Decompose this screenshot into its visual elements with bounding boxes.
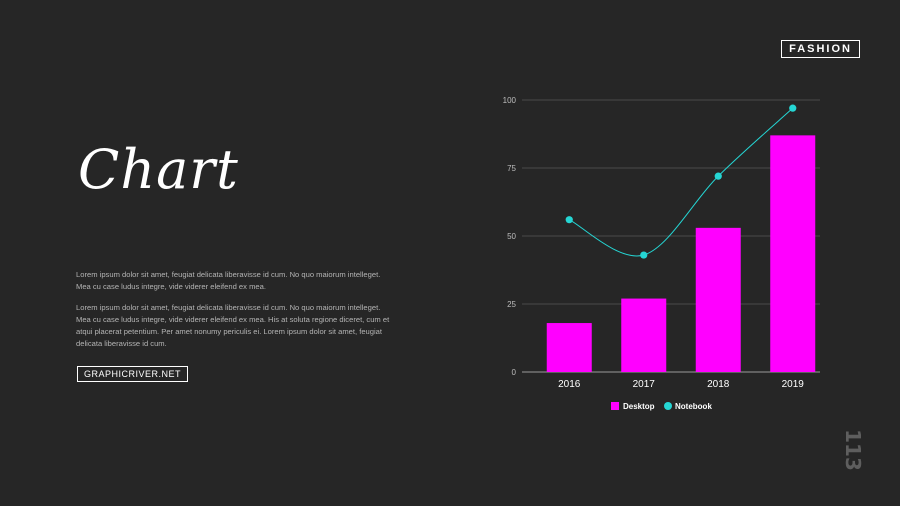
y-tick-label: 100 xyxy=(503,96,517,105)
bar-desktop xyxy=(621,298,667,372)
x-tick-label: 2017 xyxy=(633,379,656,390)
x-tick-label: 2018 xyxy=(707,379,730,390)
y-tick-label: 25 xyxy=(507,300,516,309)
line-notebook xyxy=(569,107,794,257)
page-number: 113 xyxy=(841,429,865,471)
y-tick-label: 75 xyxy=(507,164,516,173)
x-tick-label: 2016 xyxy=(558,379,581,390)
body-paragraph-2: Lorem ipsum dolor sit amet, feugiat deli… xyxy=(76,303,390,348)
bar-desktop xyxy=(695,227,741,372)
point-notebook xyxy=(714,172,722,180)
brand-badge: FASHION xyxy=(781,40,860,58)
x-tick-label: 2019 xyxy=(782,379,805,390)
graphicriver-link-button[interactable]: GRAPHICRIVER.NET xyxy=(77,366,189,382)
legend-swatch-notebook xyxy=(664,402,672,410)
slide-title: Chart xyxy=(78,138,239,201)
y-tick-label: 0 xyxy=(512,368,517,377)
point-notebook xyxy=(640,251,648,259)
y-tick-label: 50 xyxy=(507,232,516,241)
point-notebook xyxy=(789,104,797,112)
bar-desktop xyxy=(770,135,816,372)
legend-label-notebook: Notebook xyxy=(675,402,712,411)
body-paragraph-1: Lorem ipsum dolor sit amet, feugiat deli… xyxy=(76,270,381,291)
point-notebook xyxy=(565,216,573,224)
legend-swatch-desktop xyxy=(611,402,619,410)
legend-label-desktop: Desktop xyxy=(623,402,655,411)
bar-desktop xyxy=(546,323,592,372)
